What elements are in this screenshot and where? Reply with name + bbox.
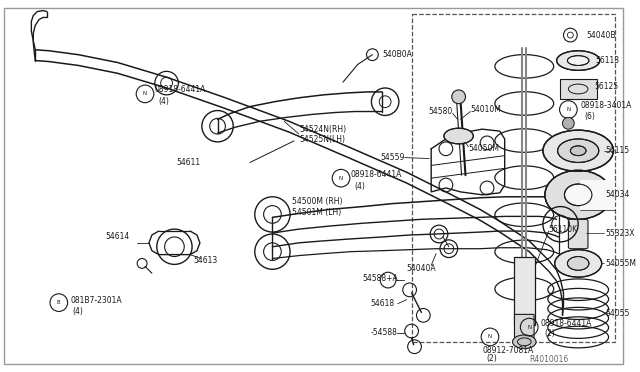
Text: 54050M: 54050M (468, 144, 499, 153)
Text: 54055: 54055 (605, 309, 630, 318)
FancyBboxPatch shape (513, 257, 535, 325)
Text: 54524N(RH): 54524N(RH) (299, 125, 346, 134)
Text: 54055M: 54055M (605, 259, 637, 268)
Text: 54580: 54580 (429, 107, 452, 116)
Text: (4): (4) (159, 97, 170, 106)
Text: B: B (57, 300, 61, 305)
Text: 08918-6441A: 08918-6441A (351, 170, 402, 179)
Text: (4): (4) (72, 307, 83, 316)
Text: 56115: 56115 (605, 146, 630, 155)
Text: (6): (6) (584, 112, 595, 121)
Circle shape (452, 90, 465, 104)
Text: 56110K: 56110K (548, 225, 578, 234)
FancyBboxPatch shape (580, 180, 616, 209)
Text: 54618: 54618 (371, 299, 394, 308)
Text: (4): (4) (355, 182, 365, 190)
Text: 54525N(LH): 54525N(LH) (299, 135, 345, 144)
Text: N: N (566, 107, 570, 112)
Text: 540B0A: 540B0A (382, 50, 412, 59)
Text: 54010M: 54010M (470, 105, 501, 114)
Text: 56113: 56113 (596, 56, 620, 65)
Ellipse shape (444, 128, 474, 144)
Text: -54588: -54588 (371, 328, 397, 337)
Ellipse shape (555, 250, 602, 277)
Circle shape (563, 118, 574, 129)
Text: 54559: 54559 (380, 153, 404, 162)
Text: N: N (527, 325, 531, 330)
Text: 54588+A: 54588+A (363, 274, 398, 283)
Text: 08912-7081A: 08912-7081A (482, 346, 533, 355)
Text: 54040A: 54040A (406, 264, 436, 273)
Text: 54613: 54613 (193, 256, 218, 265)
Text: 54611: 54611 (177, 158, 200, 167)
Text: 54501M (LH): 54501M (LH) (292, 208, 341, 217)
Ellipse shape (568, 56, 589, 65)
Ellipse shape (513, 335, 536, 349)
FancyBboxPatch shape (515, 314, 534, 338)
Ellipse shape (568, 257, 589, 270)
Ellipse shape (557, 51, 600, 70)
Text: R4010016: R4010016 (529, 355, 568, 364)
Text: (2): (2) (486, 354, 497, 363)
Text: N: N (488, 334, 492, 339)
Text: N: N (339, 176, 343, 181)
FancyBboxPatch shape (559, 79, 597, 99)
Text: 56125: 56125 (594, 81, 618, 90)
Text: 55323X: 55323X (605, 228, 635, 238)
Text: 08918-3401A: 08918-3401A (580, 101, 632, 110)
Ellipse shape (557, 139, 599, 163)
Ellipse shape (570, 146, 586, 155)
Ellipse shape (543, 130, 614, 171)
Text: 54040B: 54040B (586, 31, 616, 39)
Text: 08918-6441A: 08918-6441A (541, 319, 593, 328)
Text: 54614: 54614 (106, 232, 130, 241)
Text: 54500M (RH): 54500M (RH) (292, 197, 342, 206)
Text: (2): (2) (545, 330, 556, 339)
FancyBboxPatch shape (568, 219, 588, 249)
Text: N: N (143, 92, 147, 96)
Ellipse shape (545, 170, 611, 219)
Text: 54034: 54034 (605, 190, 630, 199)
Ellipse shape (564, 184, 592, 206)
Text: 081B7-2301A: 081B7-2301A (70, 296, 122, 305)
Text: 08918-6441A: 08918-6441A (155, 86, 206, 94)
